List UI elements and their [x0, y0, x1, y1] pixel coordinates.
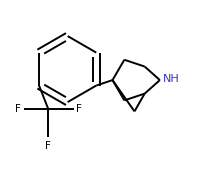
Text: F: F	[76, 104, 82, 114]
Text: NH: NH	[162, 74, 178, 84]
Text: F: F	[15, 104, 21, 114]
Text: F: F	[45, 141, 51, 151]
